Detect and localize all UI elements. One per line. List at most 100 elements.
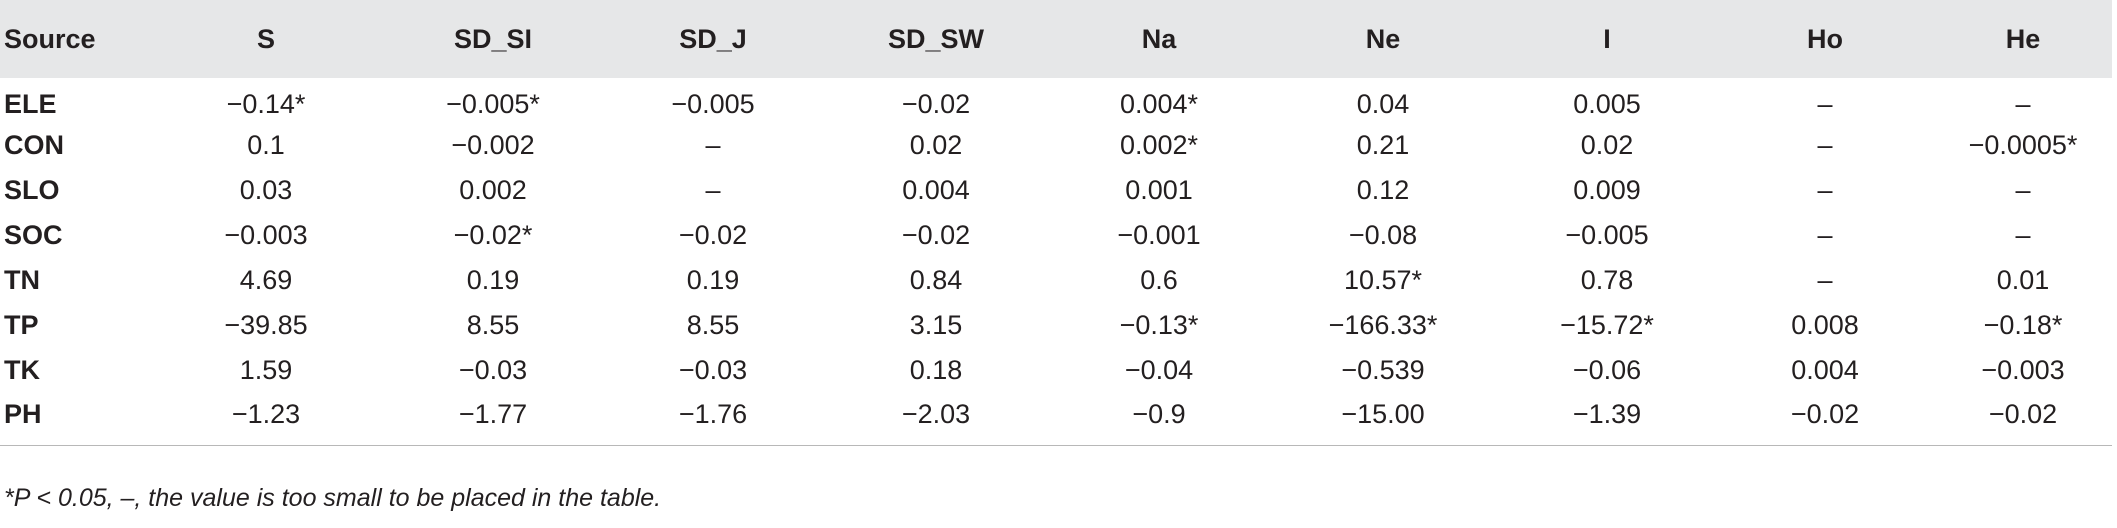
- header-cell-ne: Ne: [1365, 23, 1401, 54]
- row-label: SLO: [4, 175, 60, 205]
- table-cell: −15.00: [1268, 393, 1498, 446]
- table-cell: −0.005: [1565, 220, 1649, 250]
- table-cell: −0.003: [224, 220, 308, 250]
- table-cell: –: [2015, 175, 2031, 205]
- table-cell: 8.55: [686, 310, 740, 340]
- table-cell: 0.001: [1125, 175, 1193, 205]
- header-row: Source S SD_SI SD_J SD_SW Na Ne I Ho He: [0, 0, 2112, 78]
- table-cell: 0.002*: [1119, 130, 1199, 160]
- table-cell: 4.69: [239, 265, 293, 295]
- row-label: TK: [4, 355, 40, 385]
- table-cell: −0.9: [1050, 393, 1268, 446]
- table-cell: 0.008: [1791, 310, 1859, 340]
- table-cell: −0.005*: [446, 89, 540, 119]
- table-cell: −0.001: [1117, 220, 1201, 250]
- table-cell: −0.02*: [453, 220, 533, 250]
- header-cell-i: I: [1603, 23, 1611, 54]
- table-cell: 0.004: [902, 175, 970, 205]
- table-cell: 0.18: [909, 355, 963, 385]
- table-cell: –: [1817, 130, 1833, 160]
- row-label: PH: [0, 393, 150, 446]
- table-cell: 0.04: [1356, 89, 1410, 119]
- table-cell: –: [1817, 175, 1833, 205]
- table-cell: −0.04: [1124, 355, 1194, 385]
- header-cell-ho: Ho: [1807, 23, 1843, 54]
- table-cell: 0.002: [459, 175, 527, 205]
- table-row: TN 4.69 0.19 0.19 0.84 0.6 10.57* 0.78 – 0.01: [0, 258, 2112, 303]
- table-cell: −1.39: [1498, 393, 1716, 446]
- table-cell: −0.005: [671, 89, 755, 119]
- header-cell-he: He: [2005, 23, 2041, 54]
- table-cell: 0.1: [247, 130, 285, 160]
- header-cell-sd-j: SD_J: [679, 23, 747, 54]
- row-label: SOC: [4, 220, 63, 250]
- header-cell-sd-sw: SD_SW: [887, 23, 985, 54]
- table-cell: −0.13*: [1119, 310, 1199, 340]
- table-cell: −0.18*: [1983, 310, 2063, 340]
- header-cell-source: Source: [4, 23, 96, 54]
- table-footnote: *P < 0.05, –, the value is too small to …: [4, 484, 662, 512]
- table-row: SLO 0.03 0.002 – 0.004 0.001 0.12 0.009 – –: [0, 168, 2112, 213]
- table-cell: −0.0005*: [1968, 130, 2078, 160]
- header-cell-na: Na: [1141, 23, 1177, 54]
- table-cell: −0.08: [1348, 220, 1418, 250]
- table-cell: −15.72*: [1560, 310, 1654, 340]
- table-row: CON 0.1 −0.002 – 0.02 0.002* 0.21 0.02 – −0.0005*: [0, 123, 2112, 168]
- table-cell: –: [705, 130, 721, 160]
- table-row: ELE −0.14* −0.005* −0.005 −0.02 0.004* 0.04 0.0…: [0, 78, 2112, 123]
- table-cell: −0.003: [1981, 355, 2065, 385]
- table-cell: −1.77: [382, 393, 604, 446]
- table-cell: −0.002: [451, 130, 535, 160]
- table-cell: 0.19: [686, 265, 740, 295]
- table-cell: −0.02: [678, 220, 748, 250]
- table-cell: 0.84: [909, 265, 963, 295]
- row-label: CON: [4, 130, 64, 160]
- table-body: ELE −0.14* −0.005* −0.005 −0.02 0.004* 0.04 0.0…: [0, 78, 2112, 446]
- table-cell: −39.85: [224, 310, 308, 340]
- table-cell: –: [2015, 89, 2031, 119]
- table-cell: 0.12: [1356, 175, 1410, 205]
- table-cell: −0.02: [1716, 393, 1934, 446]
- table-cell: −0.14*: [226, 89, 306, 119]
- table-cell: −0.03: [458, 355, 528, 385]
- table-cell: 0.02: [909, 130, 963, 160]
- table-cell: 0.03: [239, 175, 293, 205]
- table-cell: −2.03: [822, 393, 1050, 446]
- header-cell-s: S: [256, 23, 275, 54]
- table-cell: 0.009: [1573, 175, 1641, 205]
- table-cell: 1.59: [239, 355, 293, 385]
- table-cell: −1.76: [604, 393, 822, 446]
- table-cell: –: [1817, 265, 1833, 295]
- table-cell: –: [1817, 89, 1833, 119]
- table-cell: −1.23: [150, 393, 382, 446]
- table-row: SOC −0.003 −0.02* −0.02 −0.02 −0.001 −0.08 −0.0…: [0, 213, 2112, 258]
- data-table: Source S SD_SI SD_J SD_SW Na Ne I Ho He …: [0, 0, 2112, 446]
- table-cell: 0.02: [1580, 130, 1634, 160]
- row-label: TP: [4, 310, 39, 340]
- table-cell: 10.57*: [1343, 265, 1423, 295]
- table-cell: 0.19: [466, 265, 520, 295]
- table-row: PH −1.23 −1.77 −1.76 −2.03 −0.9 −15.00 −1.39 −0.…: [0, 393, 2112, 446]
- table-cell: −0.539: [1341, 355, 1425, 385]
- table-cell: 0.005: [1573, 89, 1641, 119]
- table-cell: 0.21: [1356, 130, 1410, 160]
- table-cell: –: [2015, 220, 2031, 250]
- table-cell: –: [1817, 220, 1833, 250]
- table-cell: 0.6: [1140, 265, 1178, 295]
- table-header: Source S SD_SI SD_J SD_SW Na Ne I Ho He: [0, 0, 2112, 78]
- table-cell: −0.02: [901, 220, 971, 250]
- table-cell: −0.06: [1572, 355, 1642, 385]
- row-label: TN: [4, 265, 40, 295]
- table-cell: −0.02: [1934, 393, 2112, 446]
- table-cell: 0.004*: [1119, 89, 1199, 119]
- table-cell: −0.02: [901, 89, 971, 119]
- table-cell: –: [705, 175, 721, 205]
- table-cell: 0.004: [1791, 355, 1859, 385]
- table-cell: 8.55: [466, 310, 520, 340]
- row-label: ELE: [4, 89, 57, 119]
- table-cell: 3.15: [909, 310, 963, 340]
- table-cell: −0.03: [678, 355, 748, 385]
- header-cell-sd-si: SD_SI: [453, 23, 533, 54]
- table-row: TK 1.59 −0.03 −0.03 0.18 −0.04 −0.539 −0.06 0.00…: [0, 348, 2112, 393]
